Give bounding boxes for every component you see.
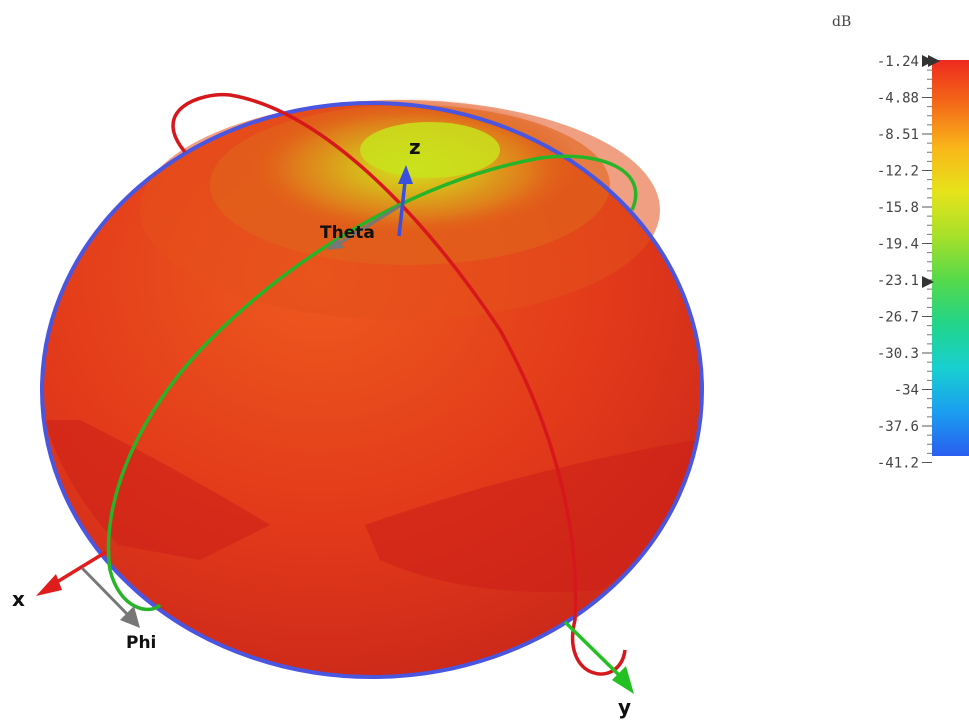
theta-arrow-line bbox=[334, 204, 401, 248]
theta-arrowhead bbox=[326, 238, 344, 250]
phi-label: Phi bbox=[126, 633, 156, 653]
great-circle-red bbox=[171, 92, 627, 676]
theta-label: Theta bbox=[320, 223, 375, 243]
colorbar-tick-label: -23.1 bbox=[877, 273, 919, 289]
colorbar-gradient bbox=[932, 60, 969, 456]
colorbar-tick-label: -26.7 bbox=[877, 310, 919, 326]
colorbar-tick-label: -12.2 bbox=[877, 164, 919, 180]
phi-arrow-line bbox=[80, 566, 130, 617]
z-axis-line bbox=[397, 181, 407, 237]
z-axis-arrowhead bbox=[398, 165, 413, 184]
pattern-null-region bbox=[365, 440, 695, 592]
colorbar-tick-label: -41.2 bbox=[877, 456, 919, 472]
pattern-peak bbox=[360, 122, 500, 178]
colorbar-ticks: -1.24 -4.88 -8.51 -12.2 -15.8 -19.4 -23.1 -26.7… bbox=[877, 54, 932, 472]
phi-arrowhead bbox=[120, 606, 140, 628]
x-axis-line bbox=[51, 550, 107, 587]
colorbar-tick-label: -34 bbox=[894, 383, 919, 399]
equator-circle-blue bbox=[40, 101, 704, 679]
radiation-pattern-3d bbox=[40, 98, 704, 679]
x-axis-arrowhead bbox=[36, 574, 62, 596]
colorbar-tick-label: -15.8 bbox=[877, 200, 919, 216]
coordinate-axes bbox=[36, 165, 634, 694]
max-value-marker-double bbox=[928, 55, 940, 67]
colorbar-tick-label: -1.24 bbox=[877, 54, 919, 70]
colorbar-tick-label: -4.88 bbox=[877, 91, 919, 107]
colorbar-tick-label: -30.3 bbox=[877, 346, 919, 362]
y-axis-line bbox=[563, 620, 624, 680]
current-value-marker bbox=[922, 276, 934, 288]
pattern-null-region bbox=[45, 420, 270, 560]
y-axis-label: y bbox=[618, 695, 631, 719]
colorbar-tick-label: -37.6 bbox=[877, 419, 919, 435]
colorbar-tick-label: -8.51 bbox=[877, 127, 919, 143]
y-axis-arrowhead bbox=[612, 666, 634, 694]
z-axis-label: z bbox=[409, 135, 421, 159]
colorbar-tick-label: -19.4 bbox=[877, 237, 919, 253]
colorbar-unit: dB bbox=[832, 14, 851, 30]
colorbar-legend: dB -1.24 -4.88 -8.51 -12.2 -15.8 -19.4 -23.1 -2… bbox=[832, 14, 969, 472]
x-axis-label: x bbox=[12, 587, 25, 611]
